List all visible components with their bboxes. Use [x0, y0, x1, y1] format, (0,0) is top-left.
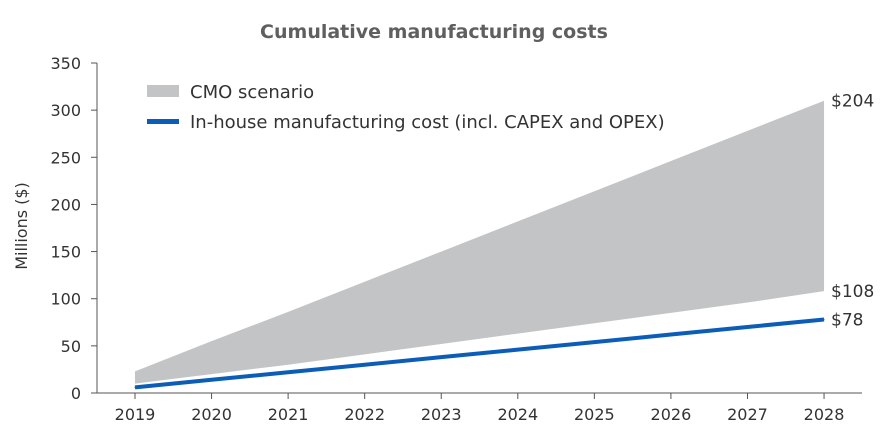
inhouse-point-2023 — [440, 356, 442, 358]
data-label-204: $204 — [831, 92, 874, 112]
x-tick-label-2025: 2025 — [574, 405, 615, 424]
inhouse-point-2021 — [287, 371, 289, 373]
x-tick-label-2024: 2024 — [497, 405, 538, 424]
legend-label-cmo: CMO scenario — [190, 82, 314, 103]
inhouse-line-layer — [134, 317, 825, 390]
x-tick-label-2022: 2022 — [344, 405, 385, 424]
inhouse-line — [134, 317, 825, 390]
y-tick-label-50: 50 — [61, 337, 81, 356]
axes: 0 50 100 150 200 250 300 350 2019 2020 2021 2022 202… — [50, 54, 862, 424]
x-tick-label-2020: 2020 — [191, 405, 232, 424]
y-tick-label-150: 150 — [50, 243, 81, 262]
y-axis-label: Millions ($) — [12, 182, 31, 270]
x-tick-label-2026: 2026 — [651, 405, 692, 424]
legend: CMO scenario In-house manufacturing cost… — [147, 82, 665, 133]
inhouse-point-2022 — [364, 364, 366, 366]
y-tick-label-350: 350 — [50, 54, 81, 73]
data-label-108: $108 — [831, 282, 874, 302]
inhouse-point-2024 — [517, 349, 519, 351]
cmo-band-area — [135, 100, 825, 384]
y-tick-label-300: 300 — [50, 101, 81, 120]
legend-swatch-cmo — [147, 85, 179, 97]
x-tick-label-2027: 2027 — [727, 405, 768, 424]
inhouse-point-2027 — [746, 326, 748, 328]
chart-title: Cumulative manufacturing costs — [260, 21, 608, 43]
y-tick-label-200: 200 — [50, 195, 81, 214]
x-tick-label-2028: 2028 — [804, 405, 845, 424]
x-tick-label-2023: 2023 — [421, 405, 462, 424]
y-tick-label-250: 250 — [50, 148, 81, 167]
legend-swatch-inhouse — [147, 119, 179, 124]
inhouse-point-2025 — [593, 341, 595, 343]
cmo-band-layer — [135, 100, 825, 384]
inhouse-point-2019 — [134, 386, 136, 388]
x-tick-label-2019: 2019 — [115, 405, 156, 424]
data-labels: $204 $108 $78 — [831, 92, 874, 331]
legend-label-inhouse: In-house manufacturing cost (incl. CAPEX… — [190, 112, 665, 133]
inhouse-point-2028 — [823, 318, 825, 320]
data-label-78: $78 — [831, 310, 863, 330]
inhouse-point-2020 — [211, 379, 213, 381]
y-tick-label-0: 0 — [71, 384, 81, 403]
inhouse-point-2026 — [670, 334, 672, 336]
y-tick-label-100: 100 — [50, 290, 81, 309]
x-tick-label-2021: 2021 — [268, 405, 309, 424]
